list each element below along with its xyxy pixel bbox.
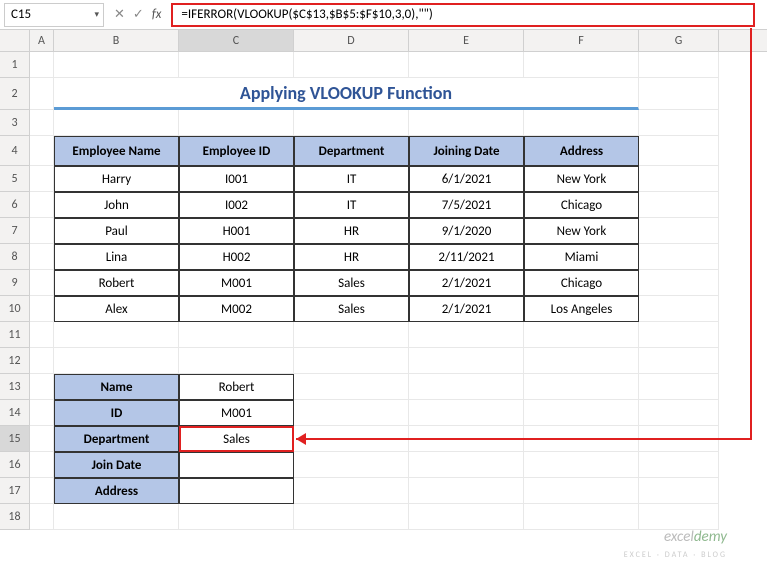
col-header-d[interactable]: D (294, 30, 409, 51)
table-row: 10 AlexM002Sales2/1/2021Los Angeles (0, 296, 767, 322)
row-header[interactable]: 8 (0, 244, 30, 270)
watermark-sub: EXCEL · DATA · BLOG (624, 550, 727, 560)
lookup-row: 13 Name Robert (0, 374, 767, 400)
row-4: 4 Employee Name Employee ID Department J… (0, 136, 767, 166)
row-header[interactable]: 15 (0, 426, 30, 452)
col-header-e[interactable]: E (409, 30, 524, 51)
row-header[interactable]: 9 (0, 270, 30, 296)
col-header-b[interactable]: B (54, 30, 179, 51)
lookup-value-selected[interactable]: Sales (179, 426, 294, 452)
row-header[interactable]: 7 (0, 218, 30, 244)
table-row: 9 RobertM001Sales2/1/2021Chicago (0, 270, 767, 296)
row-header[interactable]: 11 (0, 322, 30, 348)
table-row: 7 PaulH001HR9/1/2020New York (0, 218, 767, 244)
lookup-value[interactable] (179, 452, 294, 478)
row-header[interactable]: 10 (0, 296, 30, 322)
row-2: 2 Applying VLOOKUP Function (0, 78, 767, 110)
name-box[interactable]: C15 ▾ (4, 3, 104, 27)
row-11: 11 (0, 322, 767, 348)
col-header-f[interactable]: F (524, 30, 639, 51)
row-header[interactable]: 5 (0, 166, 30, 192)
row-header[interactable]: 18 (0, 504, 30, 530)
formula-input[interactable]: =IFERROR(VLOOKUP($C$13,$B$5:$F$10,3,0),"… (171, 3, 755, 27)
cancel-icon[interactable]: ✕ (114, 7, 125, 22)
lookup-value[interactable]: Robert (179, 374, 294, 400)
lookup-label: Address (54, 478, 179, 504)
row-header[interactable]: 3 (0, 110, 30, 136)
column-headers: A B C D E F G (0, 30, 767, 52)
row-header[interactable]: 13 (0, 374, 30, 400)
lookup-row: 15 Department Sales (0, 426, 767, 452)
page-title: Applying VLOOKUP Function (54, 78, 639, 110)
table-header: Employee Name (54, 136, 179, 166)
col-header-c[interactable]: C (179, 30, 294, 51)
table-header: Employee ID (179, 136, 294, 166)
row-header[interactable]: 2 (0, 78, 30, 110)
lookup-label: Join Date (54, 452, 179, 478)
lookup-row: 17 Address (0, 478, 767, 504)
row-18: 18 (0, 504, 767, 530)
row-header[interactable]: 12 (0, 348, 30, 374)
col-header-g[interactable]: G (639, 30, 719, 51)
row-header[interactable]: 6 (0, 192, 30, 218)
formula-text: =IFERROR(VLOOKUP($C$13,$B$5:$F$10,3,0),"… (181, 7, 432, 22)
row-header[interactable]: 1 (0, 52, 30, 78)
row-header[interactable]: 17 (0, 478, 30, 504)
table-header: Department (294, 136, 409, 166)
row-1: 1 (0, 52, 767, 78)
watermark-part1: excel (664, 528, 694, 546)
enter-icon[interactable]: ✓ (133, 7, 144, 22)
watermark: exceldemy (664, 528, 727, 546)
chevron-down-icon[interactable]: ▾ (94, 9, 99, 20)
row-header[interactable]: 4 (0, 136, 30, 166)
lookup-value[interactable] (179, 478, 294, 504)
name-box-value: C15 (11, 7, 31, 22)
table-header: Joining Date (409, 136, 524, 166)
select-all-corner[interactable] (0, 30, 30, 51)
row-12: 12 (0, 348, 767, 374)
table-row: 5 HarryI001IT6/1/2021New York (0, 166, 767, 192)
lookup-row: 14 ID M001 (0, 400, 767, 426)
lookup-label: ID (54, 400, 179, 426)
fx-icon[interactable]: fx (152, 7, 162, 22)
lookup-value[interactable]: M001 (179, 400, 294, 426)
table-row: 6 JohnI002IT7/5/2021Chicago (0, 192, 767, 218)
formula-bar: C15 ▾ ✕ ✓ fx =IFERROR(VLOOKUP($C$13,$B$5… (0, 0, 767, 30)
lookup-row: 16 Join Date (0, 452, 767, 478)
table-row: 8 LinaH002HR2/11/2021Miami (0, 244, 767, 270)
formula-bar-icons: ✕ ✓ fx (114, 7, 161, 22)
spreadsheet-grid[interactable]: A B C D E F G 1 2 Applying VLOOKUP Funct… (0, 30, 767, 530)
row-3: 3 (0, 110, 767, 136)
row-header[interactable]: 14 (0, 400, 30, 426)
row-header[interactable]: 16 (0, 452, 30, 478)
watermark-part2: demy (694, 528, 727, 546)
lookup-label: Name (54, 374, 179, 400)
lookup-label: Department (54, 426, 179, 452)
table-header: Address (524, 136, 639, 166)
col-header-a[interactable]: A (30, 30, 54, 51)
